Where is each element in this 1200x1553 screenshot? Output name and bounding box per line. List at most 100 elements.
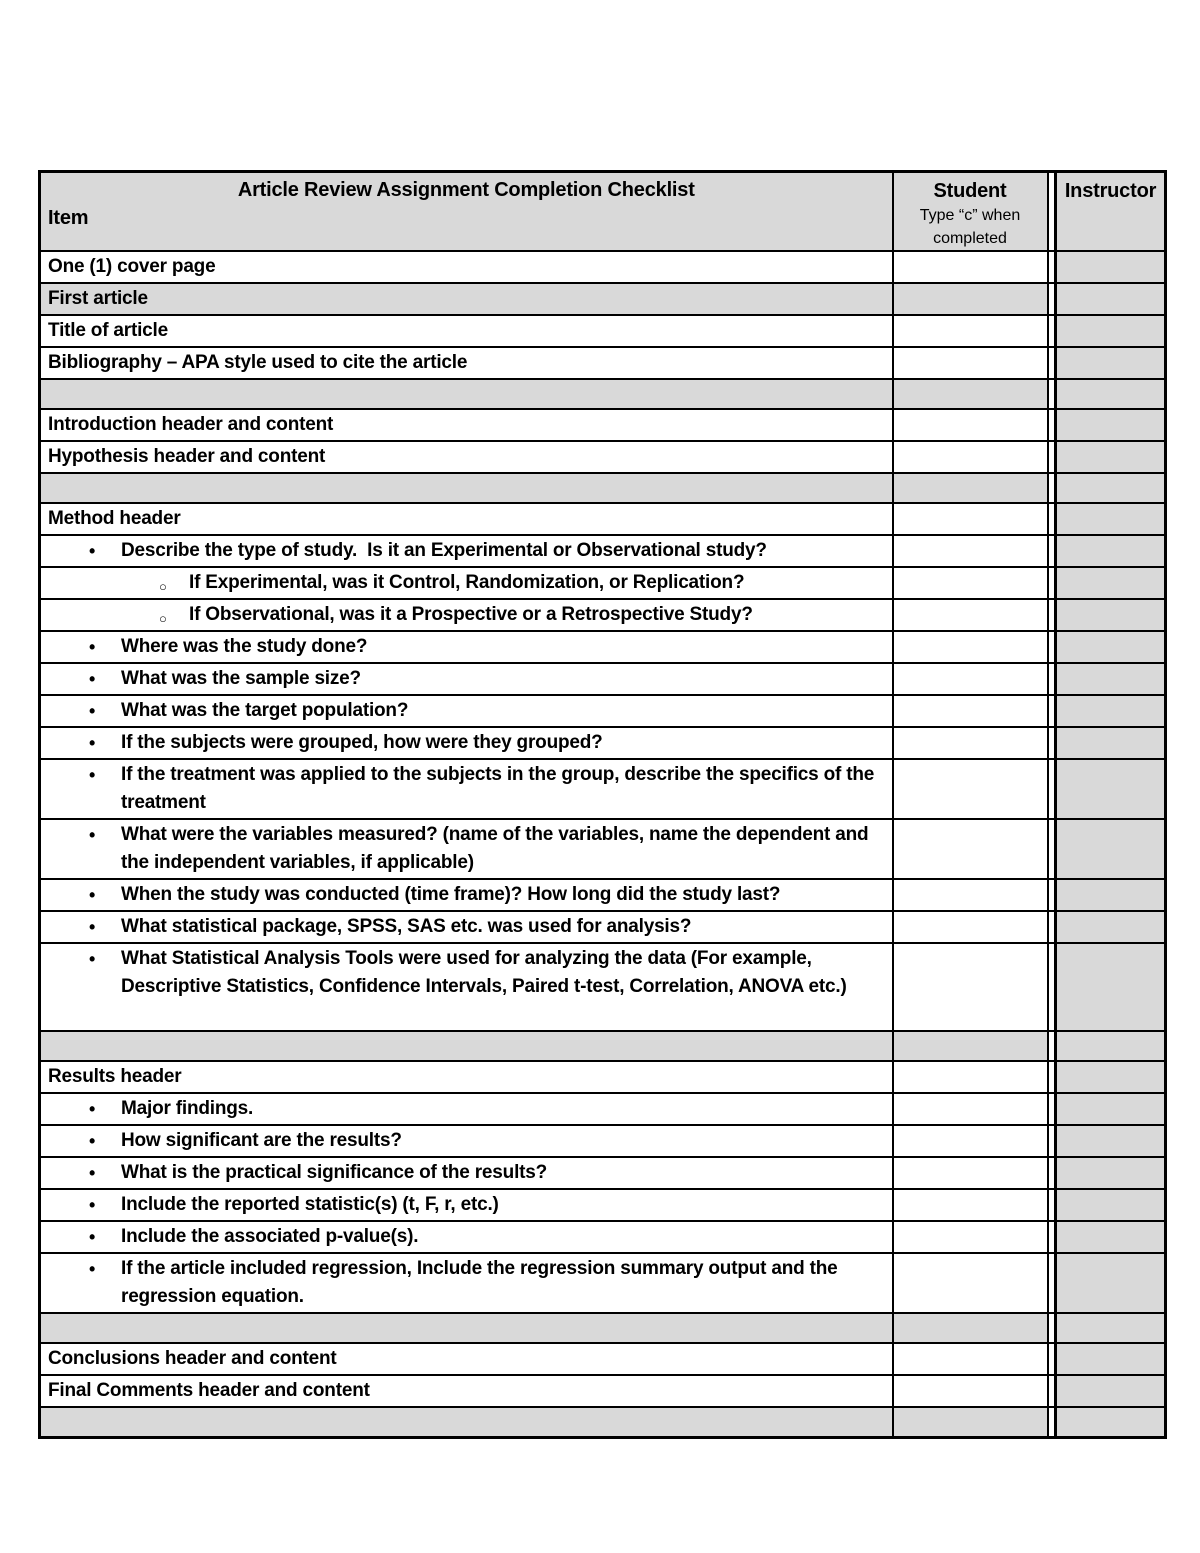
- instructor-header-cell: Instructor: [1054, 170, 1167, 252]
- student-completion-cell[interactable]: [891, 818, 1049, 880]
- instructor-completion-cell[interactable]: [1054, 1060, 1167, 1094]
- instructor-completion-cell[interactable]: [1054, 878, 1167, 912]
- instructor-completion-cell[interactable]: [1054, 1406, 1167, 1438]
- student-completion-cell[interactable]: [891, 1374, 1049, 1408]
- student-completion-cell[interactable]: [891, 598, 1049, 632]
- item-cell: Final Comments header and content: [38, 1374, 894, 1408]
- bullet-icon: •: [89, 825, 96, 845]
- student-completion-cell[interactable]: [891, 408, 1049, 442]
- student-completion-cell[interactable]: [891, 1406, 1049, 1438]
- header-row: Article Review Assignment Completion Che…: [38, 170, 1167, 252]
- student-completion-cell[interactable]: [891, 1060, 1049, 1094]
- item-label: Include the reported statistic(s) (t, F,…: [121, 1194, 499, 1215]
- student-completion-cell[interactable]: [891, 534, 1049, 568]
- student-completion-cell[interactable]: [891, 282, 1049, 316]
- instructor-completion-cell[interactable]: [1054, 534, 1167, 568]
- instructor-completion-cell[interactable]: [1054, 282, 1167, 316]
- student-completion-cell[interactable]: [891, 1312, 1049, 1344]
- instructor-completion-cell[interactable]: [1054, 1342, 1167, 1376]
- item-text-block: • Describe the type of study. Is it an Ex…: [41, 536, 892, 566]
- instructor-completion-cell[interactable]: [1054, 408, 1167, 442]
- student-completion-cell[interactable]: [891, 1156, 1049, 1190]
- student-completion-cell[interactable]: [891, 502, 1049, 536]
- instructor-completion-cell[interactable]: [1054, 314, 1167, 348]
- student-completion-cell[interactable]: [891, 694, 1049, 728]
- student-completion-cell[interactable]: [891, 314, 1049, 348]
- instructor-completion-cell[interactable]: [1054, 1312, 1167, 1344]
- item-label: What statistical package, SPSS, SAS etc.…: [121, 916, 692, 937]
- column-gap: [1046, 910, 1057, 944]
- student-completion-cell[interactable]: [891, 1092, 1049, 1126]
- table-row: Final Comments header and content: [38, 1374, 1167, 1408]
- instructor-completion-cell[interactable]: [1054, 598, 1167, 632]
- table-row: • What statistical package, SPSS, SAS etc…: [38, 910, 1167, 944]
- instructor-completion-cell[interactable]: [1054, 1030, 1167, 1062]
- item-text-block: [41, 1032, 892, 1034]
- instructor-completion-cell[interactable]: [1054, 726, 1167, 760]
- table-row: One (1) cover page: [38, 250, 1167, 284]
- student-completion-cell[interactable]: [891, 726, 1049, 760]
- instructor-completion-cell[interactable]: [1054, 440, 1167, 474]
- instructor-completion-cell[interactable]: [1054, 1220, 1167, 1254]
- table-row: • What is the practical significance of t…: [38, 1156, 1167, 1190]
- column-gap: [1046, 662, 1057, 696]
- bullet-icon: •: [89, 1227, 96, 1247]
- instructor-completion-cell[interactable]: [1054, 250, 1167, 284]
- instructor-completion-cell[interactable]: [1054, 502, 1167, 536]
- instructor-completion-cell[interactable]: [1054, 1374, 1167, 1408]
- student-completion-cell[interactable]: [891, 1030, 1049, 1062]
- student-completion-cell[interactable]: [891, 662, 1049, 696]
- column-gap: [1046, 1220, 1057, 1254]
- student-completion-cell[interactable]: [891, 346, 1049, 380]
- item-cell: • What statistical package, SPSS, SAS etc…: [38, 910, 894, 944]
- student-completion-cell[interactable]: [891, 1342, 1049, 1376]
- instructor-completion-cell[interactable]: [1054, 346, 1167, 380]
- student-completion-cell[interactable]: [891, 1124, 1049, 1158]
- student-completion-cell[interactable]: [891, 378, 1049, 410]
- instructor-completion-cell[interactable]: [1054, 1092, 1167, 1126]
- bullet-icon: •: [89, 1195, 96, 1215]
- item-text-block: One (1) cover page: [41, 252, 892, 282]
- student-completion-cell[interactable]: [891, 1188, 1049, 1222]
- instructor-completion-cell[interactable]: [1054, 1156, 1167, 1190]
- item-cell: [38, 1030, 894, 1062]
- student-column-label: Student: [933, 180, 1007, 202]
- instructor-completion-cell[interactable]: [1054, 758, 1167, 820]
- instructor-completion-cell[interactable]: [1054, 1124, 1167, 1158]
- student-completion-cell[interactable]: [891, 1220, 1049, 1254]
- instructor-completion-cell[interactable]: [1054, 662, 1167, 696]
- instructor-completion-cell[interactable]: [1054, 694, 1167, 728]
- column-gap: [1046, 1342, 1057, 1376]
- column-gap: [1046, 408, 1057, 442]
- instructor-completion-cell[interactable]: [1054, 1188, 1167, 1222]
- instructor-completion-cell[interactable]: [1054, 910, 1167, 944]
- student-completion-cell[interactable]: [891, 942, 1049, 1032]
- item-text-block: • What was the sample size?: [41, 664, 892, 694]
- item-text-block: • If the article included regression, Inc…: [41, 1254, 892, 1312]
- table-row: • If the article included regression, Inc…: [38, 1252, 1167, 1314]
- student-completion-cell[interactable]: [891, 630, 1049, 664]
- student-completion-cell[interactable]: [891, 250, 1049, 284]
- table-row: • If the subjects were grouped, how were …: [38, 726, 1167, 760]
- instructor-completion-cell[interactable]: [1054, 630, 1167, 664]
- student-completion-cell[interactable]: [891, 472, 1049, 504]
- item-cell: Conclusions header and content: [38, 1342, 894, 1376]
- item-cell: Bibliography – APA style used to cite th…: [38, 346, 894, 380]
- student-completion-cell[interactable]: [891, 758, 1049, 820]
- instructor-completion-cell[interactable]: [1054, 1252, 1167, 1314]
- table-title: Article Review Assignment Completion Che…: [237, 179, 695, 201]
- student-completion-cell[interactable]: [891, 440, 1049, 474]
- instructor-completion-cell[interactable]: [1054, 818, 1167, 880]
- column-gap: [1046, 1406, 1057, 1438]
- student-completion-cell[interactable]: [891, 566, 1049, 600]
- instructor-completion-cell[interactable]: [1054, 378, 1167, 410]
- instructor-completion-cell[interactable]: [1054, 566, 1167, 600]
- table-row: Method header: [38, 502, 1167, 536]
- table-row: • What was the sample size?: [38, 662, 1167, 696]
- student-completion-cell[interactable]: [891, 910, 1049, 944]
- student-completion-cell[interactable]: [891, 878, 1049, 912]
- item-cell: • What is the practical significance of t…: [38, 1156, 894, 1190]
- instructor-completion-cell[interactable]: [1054, 942, 1167, 1032]
- student-completion-cell[interactable]: [891, 1252, 1049, 1314]
- instructor-completion-cell[interactable]: [1054, 472, 1167, 504]
